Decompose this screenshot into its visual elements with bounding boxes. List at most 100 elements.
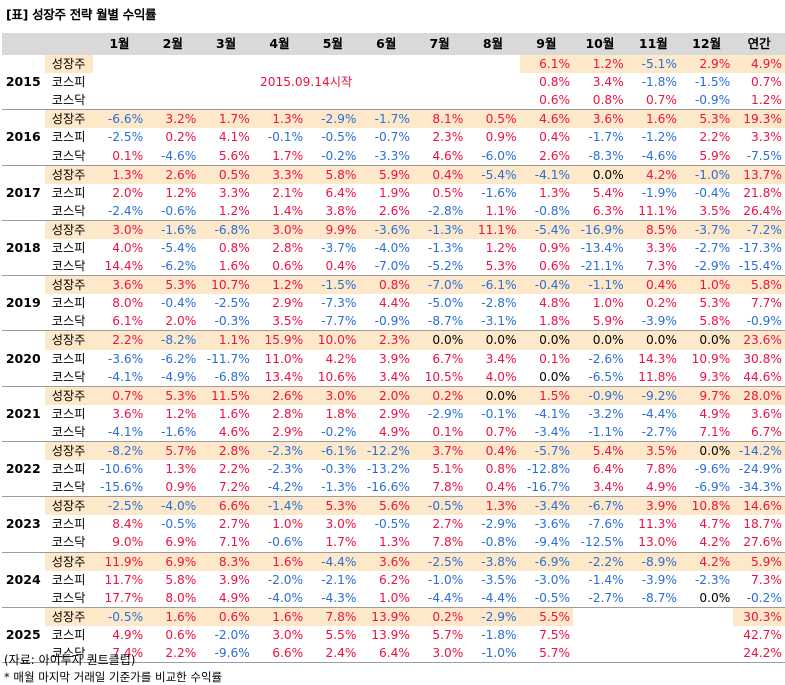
table-row: 코스닥 -2.4% -0.6% 1.2% 1.4% 3.8% 2.6% -2.8% 1.1% -0… [2, 201, 785, 221]
value-cell: 0.9% [146, 478, 200, 498]
value-cell: 0.4% [306, 257, 360, 277]
year-label: 2018 [2, 220, 45, 277]
value-cell: -17.3% [738, 240, 782, 255]
value-cell: 5.7% [432, 627, 464, 642]
value-cell: -0.8% [519, 201, 574, 221]
value-cell: 8.3% [199, 552, 253, 571]
value-cell: 0.1% [539, 351, 571, 366]
value-cell: 0.4% [626, 275, 680, 295]
value-cell: -7.3% [321, 296, 357, 311]
value-cell: -4.0% [146, 496, 200, 516]
value-cell: -4.4% [306, 552, 360, 571]
value-cell: -11.7% [206, 351, 250, 366]
series-label: 코스닥 [44, 201, 93, 221]
value-cell: -0.9% [733, 312, 785, 332]
value-cell: -2.7% [694, 240, 731, 255]
column-header: 8월 [466, 33, 520, 55]
value-cell: 3.3% [646, 240, 677, 255]
series-label: 코스피 [51, 517, 86, 532]
value-cell: -2.5% [107, 130, 144, 145]
series-label: 코스닥 [44, 478, 93, 498]
value-cell: 2.3% [432, 130, 464, 145]
value-cell: 7.7% [751, 296, 782, 311]
table-row: 코스닥 -4.1% -1.6% 4.6% 2.9% -0.2% 4.9% 0.1% 0.7% -3… [2, 422, 785, 442]
value-cell: 0.6% [519, 257, 574, 277]
series-label: 코스피 [51, 627, 86, 642]
value-cell: 4.2% [325, 351, 357, 366]
value-cell: -1.5% [694, 75, 731, 90]
value-cell: 3.3% [218, 185, 250, 200]
value-cell: 1.1% [199, 330, 253, 350]
value-cell: 8.0% [112, 296, 144, 311]
value-cell: 1.3% [466, 496, 520, 516]
value-cell: 1.6% [199, 257, 253, 277]
value-cell: -1.6% [481, 185, 517, 200]
value-cell: 7.4% [92, 644, 147, 664]
value-cell: 2.8% [272, 406, 304, 421]
value-cell: 0.5% [466, 109, 520, 129]
value-cell: 1.3% [359, 533, 413, 553]
table-row: 2025 성장주 -0.5% 1.6% 0.6% 1.6% 7.8% 13.9% 0.2% -2.… [2, 607, 785, 664]
value-cell: 2.6% [146, 165, 200, 184]
value-cell: 2.7% [218, 517, 250, 532]
table-row: 코스닥 6.1% 2.0% -0.3% 3.5% -7.7% -0.9% -8.7% -3.1%… [2, 312, 785, 332]
value-cell: -0.2% [306, 146, 360, 166]
value-cell: 13.0% [626, 533, 680, 553]
value-cell: 6.2% [379, 572, 410, 587]
column-header: 연간 [733, 33, 785, 55]
value-cell: -13.4% [580, 240, 624, 255]
value-cell: -8.7% [626, 588, 680, 608]
value-cell: 6.1% [92, 312, 147, 332]
value-cell: 0.0% [519, 330, 574, 350]
series-label: 코스피 [51, 130, 86, 145]
value-cell: 2.2% [92, 330, 147, 350]
value-cell: 0.8% [359, 275, 413, 295]
table-header: 1월 2월 3월 4월 5월 6월 7월 8월 9월 10월 11월 12월 연간 [2, 33, 785, 55]
value-cell: -12.2% [359, 441, 413, 461]
value-cell: 2.0% [359, 386, 413, 405]
value-cell: -15.4% [733, 257, 785, 277]
table-row: 2019 성장주 3.6% 5.3% 10.7% 1.2% -1.5% 0.8% -7.0% -6… [2, 275, 785, 332]
value-cell: 3.3% [252, 165, 307, 184]
value-cell: 13.4% [252, 367, 307, 387]
value-cell: -2.9% [679, 257, 734, 277]
series-label: 코스닥 [44, 533, 93, 553]
value-cell: 6.6% [252, 644, 307, 664]
value-cell: 0.0% [679, 441, 734, 461]
value-cell: 10.5% [413, 367, 467, 387]
value-cell: 4.0% [112, 240, 144, 255]
value-cell: 2.2% [218, 462, 250, 477]
value-cell: 2.8% [272, 240, 304, 255]
value-cell: 24.2% [733, 644, 785, 664]
value-cell: 0.6% [252, 257, 307, 277]
value-cell: 8.0% [146, 588, 200, 608]
value-cell: 2.9% [379, 406, 410, 421]
value-cell: -1.3% [427, 240, 464, 255]
value-cell: 6.9% [146, 552, 200, 571]
year-label: 2025 [2, 607, 45, 664]
value-cell: -2.7% [573, 588, 627, 608]
value-cell: 1.8% [325, 406, 357, 421]
value-cell: 4.4% [379, 296, 410, 311]
value-cell: 42.7% [743, 627, 782, 642]
value-cell: -1.7% [359, 109, 413, 129]
value-cell: -3.4% [519, 496, 574, 516]
value-cell: -5.0% [427, 296, 464, 311]
year-label: 2022 [2, 441, 45, 498]
year-label: 2019 [2, 275, 45, 332]
series-label: 성장주 [44, 330, 93, 350]
value-cell: -13.2% [366, 462, 410, 477]
value-cell: 6.7% [733, 422, 785, 442]
table-row: 2017 성장주 1.3% 2.6% 0.5% 3.3% 5.8% 5.9% 0.4% -5.4%… [2, 165, 785, 221]
value-cell: -3.8% [466, 552, 520, 571]
table-body: 2015 성장주 6.1% 1.2% -5.1% 2.9% 4.9% 코스피 2015.09.1… [2, 55, 785, 664]
value-cell [573, 607, 627, 626]
value-cell: 6.4% [325, 185, 357, 200]
value-cell: 1.0% [272, 517, 304, 532]
value-cell: 5.9% [679, 146, 734, 166]
value-cell: -0.5% [413, 496, 467, 516]
value-cell: -4.4% [466, 588, 520, 608]
year-label: 2024 [2, 552, 45, 608]
value-cell: -0.5% [160, 517, 197, 532]
table-row: 코스피 4.9% 0.6% -2.0% 3.0% 5.5% 13.9% 5.7% -1.8% 7.… [2, 626, 785, 644]
